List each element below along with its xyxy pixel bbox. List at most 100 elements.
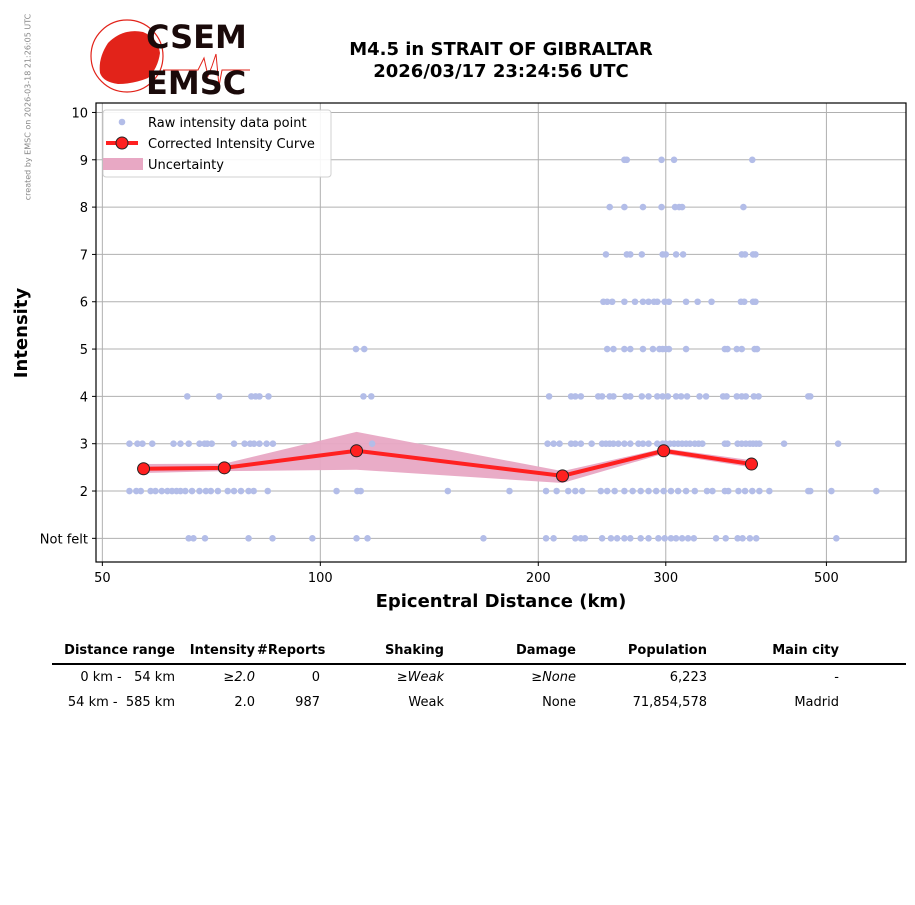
raw-data-point	[645, 298, 652, 306]
raw-data-point	[756, 440, 763, 448]
column-header: Intensity	[189, 643, 255, 658]
x-tick-label: 50	[94, 571, 111, 586]
table-cell: ≥2.0	[223, 670, 255, 685]
raw-data-point	[708, 298, 715, 306]
column-header: #Reports	[257, 643, 326, 658]
raw-data-point	[196, 440, 203, 448]
table-row: 54 km - 585 km 2.0 987 Weak None 71,854,578 Ma…	[52, 690, 906, 715]
legend-raw-marker	[118, 118, 126, 126]
raw-data-point	[506, 487, 513, 495]
table-cell: 71,854,578	[632, 695, 707, 710]
raw-data-point	[250, 440, 258, 448]
raw-data-point	[545, 393, 553, 400]
raw-data-point	[367, 393, 375, 400]
raw-data-point	[368, 440, 376, 448]
raw-data-point	[615, 440, 622, 448]
raw-data-point	[750, 393, 758, 400]
raw-data-point	[746, 535, 754, 542]
raw-data-point	[752, 298, 759, 306]
raw-data-point	[597, 487, 605, 495]
raw-data-point	[682, 487, 690, 495]
raw-data-point	[645, 535, 652, 542]
raw-data-point	[608, 298, 616, 306]
raw-data-point	[542, 535, 550, 542]
raw-data-point	[164, 487, 171, 495]
raw-data-point	[703, 487, 711, 495]
raw-data-point	[183, 393, 191, 400]
raw-data-point	[602, 251, 610, 258]
raw-data-point	[185, 440, 193, 448]
raw-data-point	[627, 345, 634, 353]
raw-data-point	[603, 487, 611, 495]
raw-data-point	[742, 393, 750, 400]
raw-data-point	[709, 487, 716, 495]
y-tick-label: 2	[80, 485, 88, 500]
raw-data-point	[588, 440, 595, 448]
raw-data-point	[214, 487, 222, 495]
raw-data-point	[360, 393, 367, 400]
legend-entry: Raw intensity data point	[148, 116, 307, 131]
y-tick-label: 5	[80, 343, 88, 358]
raw-data-point	[684, 535, 692, 542]
raw-data-point	[139, 440, 146, 448]
raw-data-point	[237, 487, 245, 495]
raw-data-point	[665, 298, 673, 306]
raw-data-point	[148, 440, 156, 448]
summary-table: Distance range Intensity #Reports Shaking Da…	[52, 643, 906, 715]
raw-data-point	[738, 345, 746, 353]
raw-data-point	[733, 345, 741, 353]
raw-data-point	[631, 298, 639, 306]
y-tick-label: 3	[80, 438, 88, 453]
raw-data-point	[360, 345, 368, 353]
table-cell: Weak	[408, 695, 444, 710]
legend-entry: Corrected Intensity Curve	[148, 137, 315, 152]
table-cell: ≥Weak	[396, 670, 444, 685]
raw-data-point	[621, 203, 628, 211]
raw-data-point	[667, 535, 675, 542]
raw-data-point	[752, 535, 760, 542]
raw-data-point	[667, 487, 675, 495]
raw-data-point	[202, 487, 210, 495]
raw-data-point	[572, 535, 579, 542]
y-tick-label: 6	[80, 296, 88, 311]
raw-data-point	[621, 345, 628, 353]
raw-data-point	[177, 487, 184, 495]
raw-data-point	[542, 487, 550, 495]
plot-frame	[95, 102, 907, 563]
raw-data-point	[645, 487, 652, 495]
curve-marker	[555, 469, 569, 483]
raw-data-point	[664, 393, 672, 400]
raw-data-point	[564, 487, 572, 495]
raw-data-point	[598, 535, 606, 542]
raw-data-point	[581, 535, 589, 542]
table-cell: Madrid	[794, 695, 839, 710]
raw-data-point	[699, 440, 706, 448]
raw-data-point	[665, 345, 673, 353]
raw-data-point	[182, 487, 189, 495]
raw-data-point	[364, 535, 371, 542]
raw-data-point	[653, 440, 661, 448]
x-tick-label: 300	[653, 571, 678, 586]
raw-data-point	[250, 487, 257, 495]
raw-data-point	[611, 487, 618, 495]
table-cell: 6,223	[669, 670, 707, 685]
raw-data-point	[766, 487, 773, 495]
raw-data-point	[686, 440, 694, 448]
chart-title-line2: 2026/03/17 23:24:56 UTC	[373, 61, 629, 82]
column-header: Main city	[772, 643, 839, 658]
raw-data-point	[201, 535, 209, 542]
raw-data-point	[639, 298, 647, 306]
raw-data-point	[627, 251, 634, 258]
raw-data-point	[572, 440, 579, 448]
y-axis-label: Intensity	[11, 288, 32, 379]
raw-data-point	[723, 393, 730, 400]
raw-data-point	[152, 487, 159, 495]
y-tick-label: 4	[80, 390, 88, 405]
raw-data-point	[578, 487, 586, 495]
y-tick-label: Not felt	[40, 532, 88, 547]
raw-data-point	[621, 487, 628, 495]
raw-data-point	[635, 440, 642, 448]
raw-data-point	[740, 298, 748, 306]
raw-data-point	[215, 393, 223, 400]
table-row: 0 km - 54 km ≥2.0 0 ≥Weak ≥None 6,223 -	[52, 665, 906, 690]
